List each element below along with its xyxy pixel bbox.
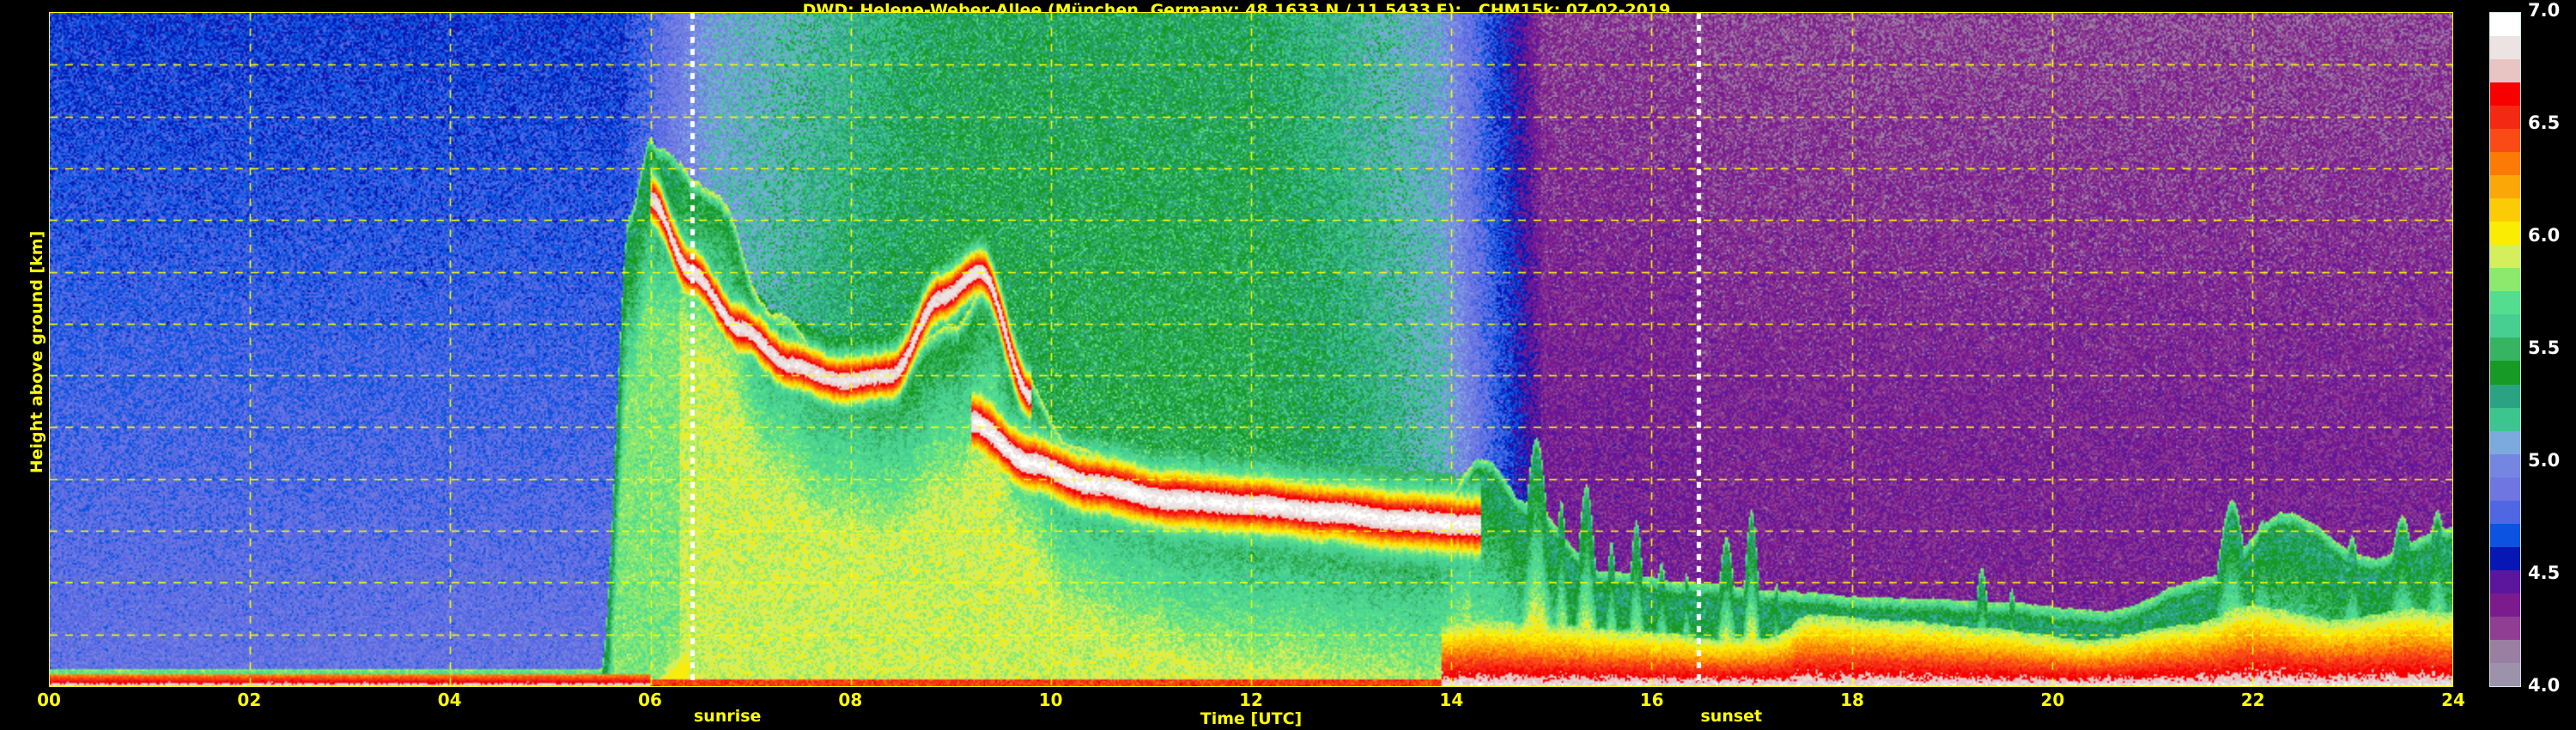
solar-label-sunrise: sunrise — [694, 707, 762, 726]
colorbar-segment — [2490, 152, 2520, 176]
colorbar-tick-label: 5.0 — [2528, 450, 2561, 471]
solar-label-sunset: sunset — [1700, 707, 1763, 726]
colorbar-segment — [2490, 338, 2520, 362]
colorbar-segment — [2490, 36, 2520, 60]
colorbar-segment — [2490, 639, 2520, 663]
colorbar-segment — [2490, 477, 2520, 501]
x-tick-label: 14 — [1439, 690, 1464, 710]
colorbar-segment — [2490, 291, 2520, 315]
x-tick-label: 00 — [37, 690, 61, 710]
colorbar-segment — [2490, 384, 2520, 408]
colorbar-segment — [2490, 13, 2520, 37]
colorbar-tick-label: 7.0 — [2528, 0, 2561, 21]
x-tick-label: 12 — [1239, 690, 1263, 710]
colorbar-segment — [2490, 198, 2520, 222]
colorbar-segment — [2490, 59, 2520, 83]
colorbar-tick-label: 4.5 — [2528, 563, 2561, 583]
colorbar-tick-label: 6.0 — [2528, 225, 2561, 246]
colorbar-segment — [2490, 593, 2520, 617]
plot-area[interactable] — [49, 12, 2453, 687]
colorbar-gradient — [2489, 12, 2521, 687]
colorbar-segment — [2490, 129, 2520, 153]
colorbar-segment — [2490, 222, 2520, 246]
x-tick-label: 08 — [838, 690, 863, 710]
colorbar-segment — [2490, 523, 2520, 547]
colorbar-segment — [2490, 245, 2520, 269]
colorbar-segment — [2490, 106, 2520, 130]
x-axis-label: Time [UTC] — [1200, 709, 1303, 728]
x-tick-label: 10 — [1038, 690, 1063, 710]
backscatter-heatmap — [50, 13, 2452, 686]
colorbar-segment — [2490, 361, 2520, 385]
y-axis-label: Height above ground [km] — [27, 230, 46, 474]
colorbar-segment — [2490, 500, 2520, 524]
colorbar-tick-label: 4.0 — [2528, 675, 2561, 696]
colorbar-segment — [2490, 453, 2520, 478]
x-tick-label: 20 — [2040, 690, 2065, 710]
colorbar — [2489, 12, 2521, 687]
colorbar-tick-label: 6.5 — [2528, 113, 2561, 133]
colorbar-segment — [2490, 569, 2520, 593]
colorbar-segment — [2490, 616, 2520, 640]
colorbar-segment — [2490, 407, 2520, 431]
colorbar-segment — [2490, 546, 2520, 570]
colorbar-segment — [2490, 268, 2520, 292]
x-tick-label: 02 — [237, 690, 262, 710]
colorbar-segment — [2490, 662, 2520, 686]
x-tick-label: 06 — [638, 690, 662, 710]
colorbar-segment — [2490, 175, 2520, 199]
x-tick-label: 16 — [1639, 690, 1664, 710]
colorbar-segment — [2490, 314, 2520, 338]
colorbar-tick-label: 5.5 — [2528, 338, 2561, 358]
x-tick-label: 24 — [2441, 690, 2465, 710]
colorbar-segment — [2490, 430, 2520, 454]
x-tick-label: 18 — [1840, 690, 1864, 710]
x-tick-label: 04 — [437, 690, 462, 710]
colorbar-segment — [2490, 82, 2520, 106]
x-tick-label: 22 — [2240, 690, 2265, 710]
